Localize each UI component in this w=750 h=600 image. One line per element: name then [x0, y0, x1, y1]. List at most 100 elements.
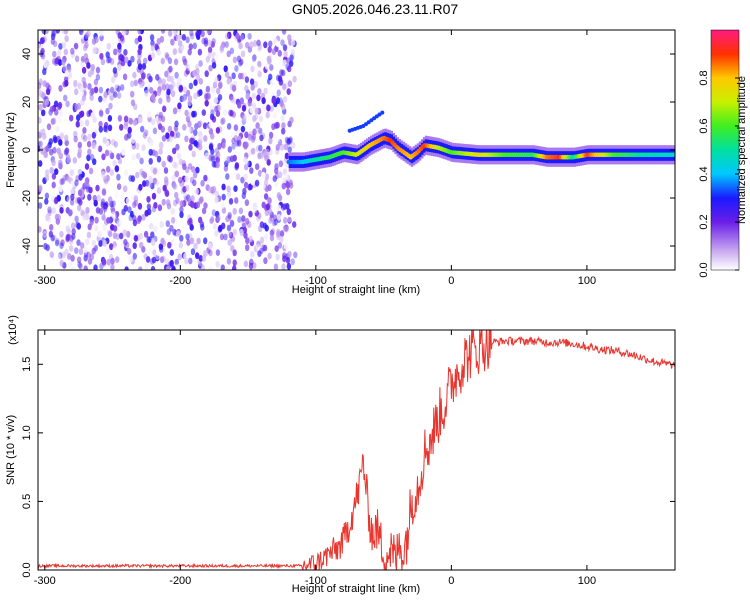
spectrogram-noise-cell — [203, 202, 208, 210]
spectrogram-noise-cell — [267, 184, 272, 192]
spectrogram-noise-cell — [200, 30, 205, 38]
spectrogram-noise-cell — [240, 112, 245, 119]
spectrogram-noise-cell — [54, 239, 60, 247]
spectrogram-noise-cell — [179, 234, 184, 242]
spectrogram-noise-cell — [170, 216, 176, 224]
spectrogram-noise-cell — [51, 207, 56, 215]
spectrogram-y-tick-label: 0 — [21, 147, 33, 153]
spectrogram-noise-cell — [285, 181, 291, 189]
spectrogram-noise-cell — [191, 166, 196, 173]
spectrogram-noise-cell — [138, 116, 143, 124]
spectrogram-noise-cell — [41, 92, 46, 100]
spectrogram-noise-cell — [271, 48, 277, 55]
snr-x-tick-label: 100 — [578, 575, 596, 587]
spectrogram-noise-cell — [273, 122, 279, 129]
spectrogram-noise-cell — [240, 50, 246, 58]
spectrogram-noise-cell — [230, 245, 235, 252]
spectrogram-noise-cell — [102, 223, 107, 231]
spectrogram-noise-cell — [79, 120, 85, 127]
spectrogram-noise-cell — [268, 131, 274, 139]
spectrogram-noise-cell — [135, 142, 140, 150]
spectrogram-noise-cell — [220, 118, 225, 125]
spectrogram-noise-cell — [232, 97, 237, 105]
spectrogram-noise-cell — [38, 160, 43, 167]
spectrogram-x-tick-label: 100 — [578, 275, 596, 287]
spectrogram-noise-cell — [170, 90, 176, 98]
spectrogram-noise-cell — [252, 206, 258, 213]
spectrogram-noise-cell — [257, 60, 262, 68]
spectrogram-noise-cell — [172, 147, 177, 155]
spectrogram-noise-cell — [175, 34, 181, 42]
spectrogram-noise-cell — [170, 38, 175, 46]
spectrogram-noise-cell — [86, 231, 92, 239]
snr-x-tick-label: -300 — [34, 575, 56, 587]
spectrogram-noise-cell — [217, 226, 222, 233]
spectrogram-noise-cell — [120, 59, 126, 67]
spectrogram-noise-cell — [123, 169, 129, 177]
spectrogram-y-tick-label: 20 — [21, 96, 33, 108]
spectrogram-noise-cell — [117, 64, 122, 71]
spectrogram-noise-cell — [138, 232, 143, 240]
spectrogram-noise-cell — [279, 235, 284, 243]
spectrogram-noise-cell — [86, 154, 91, 162]
spectrogram-cells — [38, 30, 675, 270]
spectrogram-noise-cell — [185, 233, 190, 241]
spectrogram-noise-cell — [272, 175, 277, 183]
spectrogram-noise-cell — [38, 185, 43, 193]
spectrogram-noise-cell — [214, 230, 219, 238]
spectrogram-noise-cell — [106, 258, 112, 266]
spectrogram-noise-cell — [208, 64, 213, 72]
spectrogram-noise-cell — [55, 218, 60, 225]
spectrogram-noise-cell — [98, 120, 103, 128]
spectrogram-noise-cell — [265, 148, 270, 156]
spectrogram-noise-cell — [232, 228, 237, 236]
spectrogram-noise-cell — [289, 54, 294, 62]
spectrogram-noise-cell — [102, 239, 107, 247]
spectrogram-noise-cell — [71, 233, 76, 240]
spectrogram-noise-cell — [148, 175, 153, 183]
spectrogram-noise-cell — [133, 103, 138, 111]
spectrogram-noise-cell — [114, 211, 120, 218]
spectrogram-noise-cell — [164, 176, 169, 184]
spectrogram-noise-cell — [63, 48, 68, 56]
spectrogram-noise-cell — [165, 53, 170, 61]
spectrogram-noise-cell — [168, 156, 173, 163]
spectrogram-noise-cell — [49, 106, 54, 113]
spectrogram-noise-cell — [111, 138, 116, 146]
spectrogram-noise-cell — [248, 262, 254, 270]
spectrogram-noise-cell — [165, 83, 170, 91]
spectrogram-noise-cell — [188, 257, 193, 265]
spectrogram-noise-cell — [43, 242, 48, 250]
spectrogram-noise-cell — [184, 135, 189, 143]
snr-plot-area — [38, 330, 675, 570]
spectrogram-noise-cell — [192, 171, 198, 179]
spectrogram-noise-cell — [143, 57, 148, 65]
spectrogram-noise-cell — [187, 64, 192, 72]
spectrogram-noise-cell — [215, 110, 221, 117]
spectrogram-noise-cell — [95, 66, 101, 74]
spectrogram-noise-cell — [255, 163, 260, 171]
spectrogram-noise-cell — [80, 32, 85, 39]
spectrogram-noise-cell — [79, 30, 84, 36]
spectrogram-noise-cell — [58, 162, 63, 170]
spectrogram-noise-cell — [71, 265, 76, 270]
spectrogram-noise-cell — [253, 81, 259, 88]
spectrogram-noise-cell — [269, 64, 274, 71]
spectrogram-noise-cell — [201, 207, 207, 215]
spectrogram-noise-cell — [268, 40, 273, 48]
spectrogram-noise-cell — [142, 131, 148, 139]
spectrogram-noise-cell — [185, 115, 191, 123]
spectrogram-noise-cell — [38, 202, 43, 209]
spectrogram-noise-cell — [175, 197, 180, 205]
spectrogram-noise-cell — [244, 131, 249, 139]
spectrogram-noise-cell — [119, 219, 124, 227]
spectrogram-noise-cell — [144, 89, 149, 97]
spectrogram-noise-cell — [82, 213, 87, 221]
spectrogram-noise-cell — [227, 239, 232, 246]
spectrogram-noise-cell — [98, 207, 104, 215]
spectrogram-noise-cell — [123, 238, 128, 246]
spectrogram-noise-cell — [123, 229, 128, 237]
spectrogram-noise-cell — [70, 222, 76, 230]
spectrogram-noise-cell — [62, 65, 67, 72]
